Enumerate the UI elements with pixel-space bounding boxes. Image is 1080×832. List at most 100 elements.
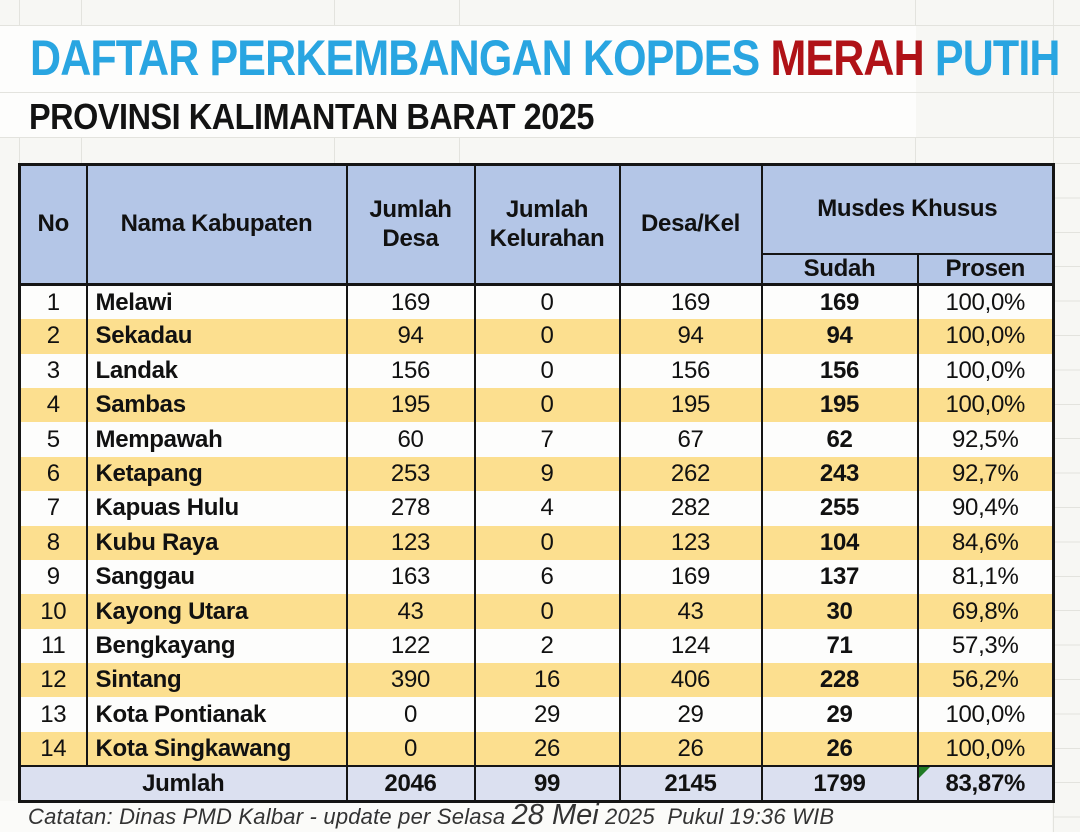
cell-nama-kabupaten: Sekadau <box>85 319 348 354</box>
cell-jumlah-desa: 123 <box>345 525 476 560</box>
sheet-gridline <box>459 137 460 163</box>
cell-desa-kel: 26 <box>618 731 763 767</box>
cell-sudah: 243 <box>760 456 919 492</box>
cell-no: 2 <box>18 319 88 354</box>
total-prosen-value: 83,87% <box>945 769 1026 797</box>
header-no: No <box>18 164 88 287</box>
cell-jumlah-kelurahan: 4 <box>473 491 621 526</box>
cell-jumlah-kelurahan: 29 <box>473 697 621 732</box>
header-desa-kel: Desa/Kel <box>618 164 763 287</box>
footer-note-prefix: Catatan: Dinas PMD Kalbar - update per S… <box>28 804 512 829</box>
cell-jumlah-kelurahan: 0 <box>473 594 621 629</box>
sheet-gridline <box>0 25 1080 26</box>
sheet-gridline <box>19 137 20 163</box>
title-part-blue: DAFTAR PERKEMBANGAN KOPDES <box>30 30 771 86</box>
cell-sudah: 195 <box>760 387 919 423</box>
cell-no: 3 <box>18 353 88 388</box>
cell-jumlah-desa: 43 <box>345 594 476 629</box>
cell-desa-kel: 195 <box>618 387 763 423</box>
table-row: 5 Mempawah 60 7 67 62 92,5% <box>18 422 1055 457</box>
table-row: 11 Bengkayang 122 2 124 71 57,3% <box>18 628 1055 664</box>
page-title: DAFTAR PERKEMBANGAN KOPDES MERAH PUTIH <box>30 33 1060 83</box>
cell-sudah: 94 <box>760 319 919 354</box>
cell-no: 1 <box>18 284 88 320</box>
header-nama-kabupaten: Nama Kabupaten <box>85 164 348 287</box>
table-row: 7 Kapuas Hulu 278 4 282 255 90,4% <box>18 491 1055 526</box>
cell-no: 13 <box>18 697 88 732</box>
cell-prosen: 100,0% <box>916 731 1055 767</box>
cell-sudah: 255 <box>760 491 919 526</box>
cell-jumlah-desa: 169 <box>345 284 476 320</box>
cell-sudah: 156 <box>760 353 919 388</box>
cell-nama-kabupaten: Kota Singkawang <box>85 731 348 767</box>
cell-desa-kel: 29 <box>618 697 763 732</box>
header-jumlah-kelurahan: Jumlah Kelurahan <box>473 164 621 287</box>
sheet-gridline <box>0 137 1080 138</box>
header-sudah: Sudah <box>760 253 919 287</box>
cell-nama-kabupaten: Kota Pontianak <box>85 697 348 732</box>
cell-prosen: 100,0% <box>916 697 1055 732</box>
cell-nama-kabupaten: Sambas <box>85 387 348 423</box>
cell-no: 8 <box>18 525 88 560</box>
table-row: 9 Sanggau 163 6 169 137 81,1% <box>18 559 1055 595</box>
cell-nama-kabupaten: Sintang <box>85 663 348 698</box>
footer-note-suffix: 2025 Pukul 19:36 WIB <box>598 804 835 829</box>
cell-no: 6 <box>18 456 88 492</box>
cell-desa-kel: 94 <box>618 319 763 354</box>
page-subtitle: PROVINSI KALIMANTAN BARAT 2025 <box>29 96 594 137</box>
sheet-row-gridlines <box>1053 163 1080 832</box>
cell-jumlah-desa: 0 <box>345 697 476 732</box>
cell-sudah: 137 <box>760 559 919 595</box>
cell-prosen: 100,0% <box>916 353 1055 388</box>
cell-jumlah-kelurahan: 2 <box>473 628 621 664</box>
cell-jumlah-desa: 122 <box>345 628 476 664</box>
sheet-gridline <box>19 0 20 25</box>
total-jumlah-kelurahan: 99 <box>473 765 621 802</box>
sheet-gridline <box>334 137 335 163</box>
sheet-gridline <box>81 137 82 163</box>
cell-jumlah-desa: 156 <box>345 353 476 388</box>
cell-prosen: 100,0% <box>916 284 1055 320</box>
cell-prosen: 69,8% <box>916 594 1055 629</box>
cell-nama-kabupaten: Kapuas Hulu <box>85 491 348 526</box>
cell-jumlah-desa: 94 <box>345 319 476 354</box>
cell-sudah: 26 <box>760 731 919 767</box>
cell-desa-kel: 156 <box>618 353 763 388</box>
cell-desa-kel: 169 <box>618 559 763 595</box>
table-row: 3 Landak 156 0 156 156 100,0% <box>18 353 1055 388</box>
sheet-gridline <box>334 0 335 25</box>
table-row: 12 Sintang 390 16 406 228 56,2% <box>18 663 1055 698</box>
cell-jumlah-kelurahan: 16 <box>473 663 621 698</box>
footer-note: Catatan: Dinas PMD Kalbar - update per S… <box>28 799 834 832</box>
cell-jumlah-kelurahan: 7 <box>473 422 621 457</box>
kopdes-table: No Nama Kabupaten Jumlah Desa Jumlah Kel… <box>18 163 1056 803</box>
cell-no: 10 <box>18 594 88 629</box>
cell-prosen: 81,1% <box>916 559 1055 595</box>
header-musdes-khusus: Musdes Khusus <box>760 164 1055 255</box>
sheet-gridline <box>0 92 1080 93</box>
cell-jumlah-kelurahan: 0 <box>473 319 621 354</box>
cell-jumlah-desa: 163 <box>345 559 476 595</box>
cell-prosen: 100,0% <box>916 387 1055 423</box>
total-label: Jumlah <box>18 765 348 802</box>
footer-note-date: 28 Mei <box>511 799 599 831</box>
cell-sudah: 104 <box>760 525 919 560</box>
cell-nama-kabupaten: Kayong Utara <box>85 594 348 629</box>
cell-sudah: 228 <box>760 663 919 698</box>
sheet-gridline <box>459 0 460 25</box>
cell-no: 9 <box>18 559 88 595</box>
cell-prosen: 57,3% <box>916 628 1055 664</box>
cell-jumlah-kelurahan: 0 <box>473 353 621 388</box>
total-row: Jumlah 2046 99 2145 1799 83,87% <box>18 765 1055 802</box>
header-prosen: Prosen <box>916 253 1055 287</box>
cell-desa-kel: 67 <box>618 422 763 457</box>
cell-nama-kabupaten: Landak <box>85 353 348 388</box>
cell-prosen: 100,0% <box>916 319 1055 354</box>
title-part-blue-2: PUTIH <box>923 30 1061 86</box>
cell-jumlah-kelurahan: 0 <box>473 525 621 560</box>
cell-no: 11 <box>18 628 88 664</box>
total-jumlah-desa: 2046 <box>345 765 476 802</box>
cell-jumlah-kelurahan: 0 <box>473 387 621 423</box>
cell-jumlah-kelurahan: 0 <box>473 284 621 320</box>
cell-nama-kabupaten: Melawi <box>85 284 348 320</box>
